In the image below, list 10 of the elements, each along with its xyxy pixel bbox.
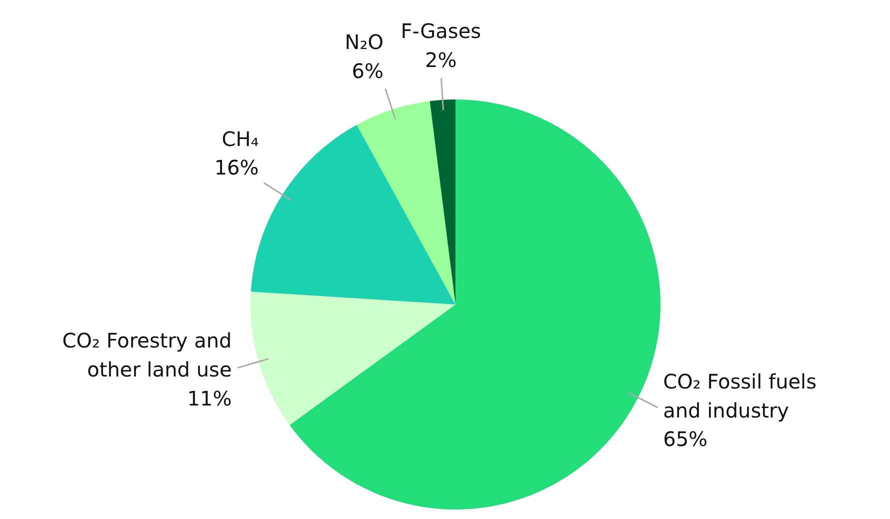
data-label: 16%	[214, 156, 259, 180]
data-label: 65%	[663, 427, 708, 452]
data-label: 2%	[425, 48, 457, 72]
slice-label: F-Gases	[400, 19, 482, 44]
data-label: 6%	[352, 58, 384, 83]
data-label: 11%	[187, 386, 232, 410]
slice-label: CO₂ Fossil fuels and industry	[663, 369, 817, 422]
slice-label: N₂O	[344, 30, 384, 54]
slice-label: CO₂ Forestry and other land use	[62, 328, 232, 382]
slice-label: CH₄	[222, 126, 259, 151]
